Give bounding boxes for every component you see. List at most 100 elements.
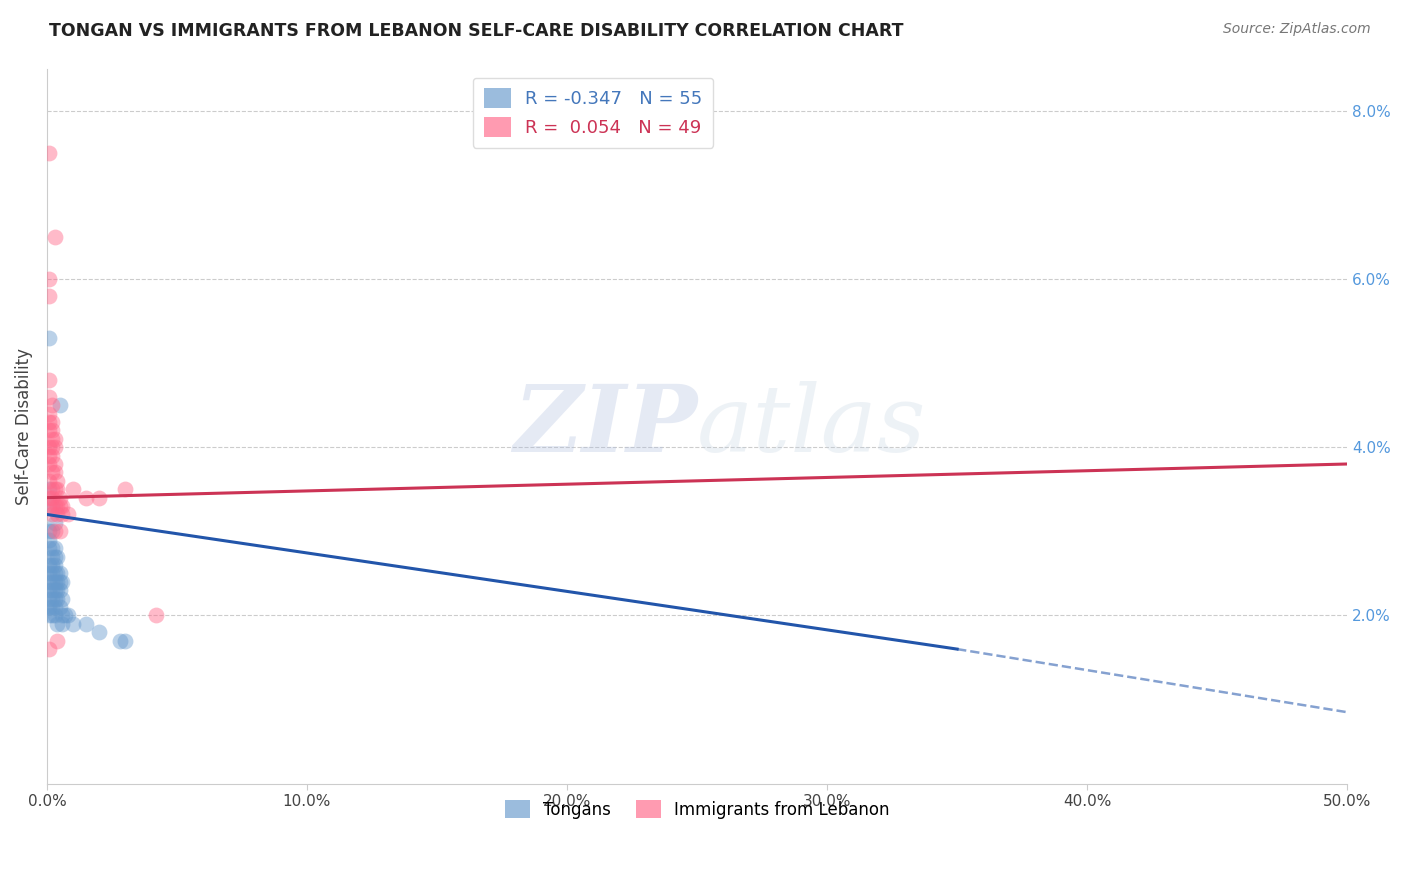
- Point: [38, 524, 60, 539]
- Point: [44, 574, 66, 589]
- Point: [38, 449, 60, 463]
- Point: [41, 482, 63, 496]
- Point: [41, 415, 63, 429]
- Point: [41, 491, 63, 505]
- Point: [38, 407, 60, 421]
- Point: [38, 373, 60, 387]
- Point: [44, 558, 66, 572]
- Point: [46, 566, 69, 581]
- Point: [46, 482, 69, 496]
- Point: [56, 608, 79, 623]
- Point: [145, 608, 167, 623]
- Point: [44, 466, 66, 480]
- Point: [75, 616, 97, 631]
- Text: ZIP: ZIP: [513, 381, 697, 471]
- Point: [41, 583, 63, 598]
- Point: [38, 482, 60, 496]
- Point: [41, 423, 63, 437]
- Point: [38, 289, 60, 303]
- Point: [62, 482, 84, 496]
- Point: [38, 566, 60, 581]
- Point: [44, 541, 66, 556]
- Point: [38, 145, 60, 160]
- Point: [41, 466, 63, 480]
- Point: [38, 574, 60, 589]
- Point: [46, 499, 69, 513]
- Point: [44, 440, 66, 454]
- Point: [41, 549, 63, 564]
- Point: [44, 482, 66, 496]
- Point: [38, 608, 60, 623]
- Point: [56, 508, 79, 522]
- Point: [41, 449, 63, 463]
- Point: [38, 474, 60, 488]
- Point: [46, 616, 69, 631]
- Point: [41, 566, 63, 581]
- Point: [51, 616, 73, 631]
- Point: [49, 574, 72, 589]
- Text: TONGAN VS IMMIGRANTS FROM LEBANON SELF-CARE DISABILITY CORRELATION CHART: TONGAN VS IMMIGRANTS FROM LEBANON SELF-C…: [49, 22, 904, 40]
- Point: [49, 398, 72, 412]
- Point: [51, 499, 73, 513]
- Point: [41, 591, 63, 606]
- Point: [41, 574, 63, 589]
- Point: [38, 499, 60, 513]
- Point: [44, 229, 66, 244]
- Point: [38, 440, 60, 454]
- Point: [38, 541, 60, 556]
- Point: [46, 574, 69, 589]
- Point: [51, 591, 73, 606]
- Point: [41, 558, 63, 572]
- Point: [41, 440, 63, 454]
- Point: [44, 499, 66, 513]
- Point: [44, 583, 66, 598]
- Point: [114, 482, 136, 496]
- Point: [38, 533, 60, 547]
- Point: [62, 616, 84, 631]
- Point: [46, 583, 69, 598]
- Point: [51, 574, 73, 589]
- Point: [46, 633, 69, 648]
- Point: [38, 457, 60, 471]
- Point: [41, 541, 63, 556]
- Point: [44, 566, 66, 581]
- Text: Source: ZipAtlas.com: Source: ZipAtlas.com: [1223, 22, 1371, 37]
- Point: [38, 558, 60, 572]
- Point: [38, 390, 60, 404]
- Point: [49, 566, 72, 581]
- Point: [44, 608, 66, 623]
- Point: [49, 524, 72, 539]
- Point: [41, 608, 63, 623]
- Point: [114, 633, 136, 648]
- Point: [41, 432, 63, 446]
- Point: [38, 600, 60, 615]
- Point: [75, 491, 97, 505]
- Point: [41, 600, 63, 615]
- Point: [49, 491, 72, 505]
- Legend: Tongans, Immigrants from Lebanon: Tongans, Immigrants from Lebanon: [498, 794, 896, 825]
- Point: [38, 415, 60, 429]
- Point: [51, 508, 73, 522]
- Point: [49, 499, 72, 513]
- Point: [38, 491, 60, 505]
- Point: [38, 423, 60, 437]
- Point: [41, 499, 63, 513]
- Point: [38, 272, 60, 286]
- Point: [108, 633, 131, 648]
- Point: [44, 549, 66, 564]
- Point: [87, 491, 110, 505]
- Text: atlas: atlas: [697, 381, 927, 471]
- Point: [44, 457, 66, 471]
- Point: [41, 508, 63, 522]
- Y-axis label: Self-Care Disability: Self-Care Disability: [15, 348, 32, 505]
- Point: [44, 524, 66, 539]
- Point: [46, 474, 69, 488]
- Point: [87, 625, 110, 640]
- Point: [41, 398, 63, 412]
- Point: [46, 549, 69, 564]
- Point: [51, 608, 73, 623]
- Point: [46, 591, 69, 606]
- Point: [44, 432, 66, 446]
- Point: [53, 608, 76, 623]
- Point: [44, 516, 66, 530]
